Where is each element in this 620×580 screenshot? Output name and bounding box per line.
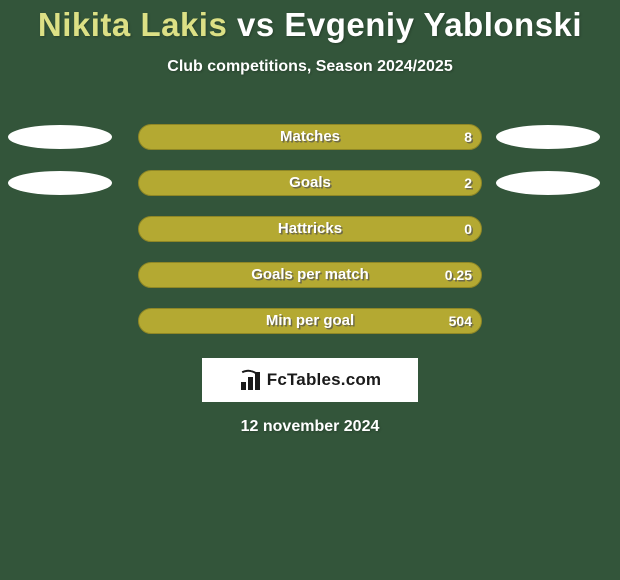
vs-label: vs (237, 6, 275, 43)
stat-label: Matches (138, 124, 482, 150)
player2-name: Evgeniy Yablonski (284, 6, 582, 43)
brand-box: FcTables.com (202, 358, 418, 402)
stat-label: Goals (138, 170, 482, 196)
left-oval (8, 125, 112, 149)
page-title: Nikita Lakis vs Evgeniy Yablonski (0, 0, 620, 44)
stat-label: Goals per match (138, 262, 482, 288)
stat-value: 8 (464, 124, 472, 150)
stat-rows: Matches8Goals2Hattricks0Goals per match0… (0, 114, 620, 344)
player1-name: Nikita Lakis (38, 6, 227, 43)
stat-value: 504 (449, 308, 472, 334)
stat-row: Matches8 (0, 114, 620, 160)
comparison-infographic: Nikita Lakis vs Evgeniy Yablonski Club c… (0, 0, 620, 580)
chart-icon (239, 370, 261, 390)
left-oval (8, 171, 112, 195)
date-line: 12 november 2024 (0, 418, 620, 436)
stat-row: Min per goal504 (0, 298, 620, 344)
right-oval (496, 125, 600, 149)
stat-label: Hattricks (138, 216, 482, 242)
subtitle: Club competitions, Season 2024/2025 (0, 58, 620, 76)
right-oval (496, 171, 600, 195)
brand-text: FcTables.com (267, 370, 382, 390)
stat-row: Goals per match0.25 (0, 252, 620, 298)
stat-label: Min per goal (138, 308, 482, 334)
stat-value: 0 (464, 216, 472, 242)
stat-row: Goals2 (0, 160, 620, 206)
stat-row: Hattricks0 (0, 206, 620, 252)
stat-value: 2 (464, 170, 472, 196)
stat-value: 0.25 (445, 262, 472, 288)
